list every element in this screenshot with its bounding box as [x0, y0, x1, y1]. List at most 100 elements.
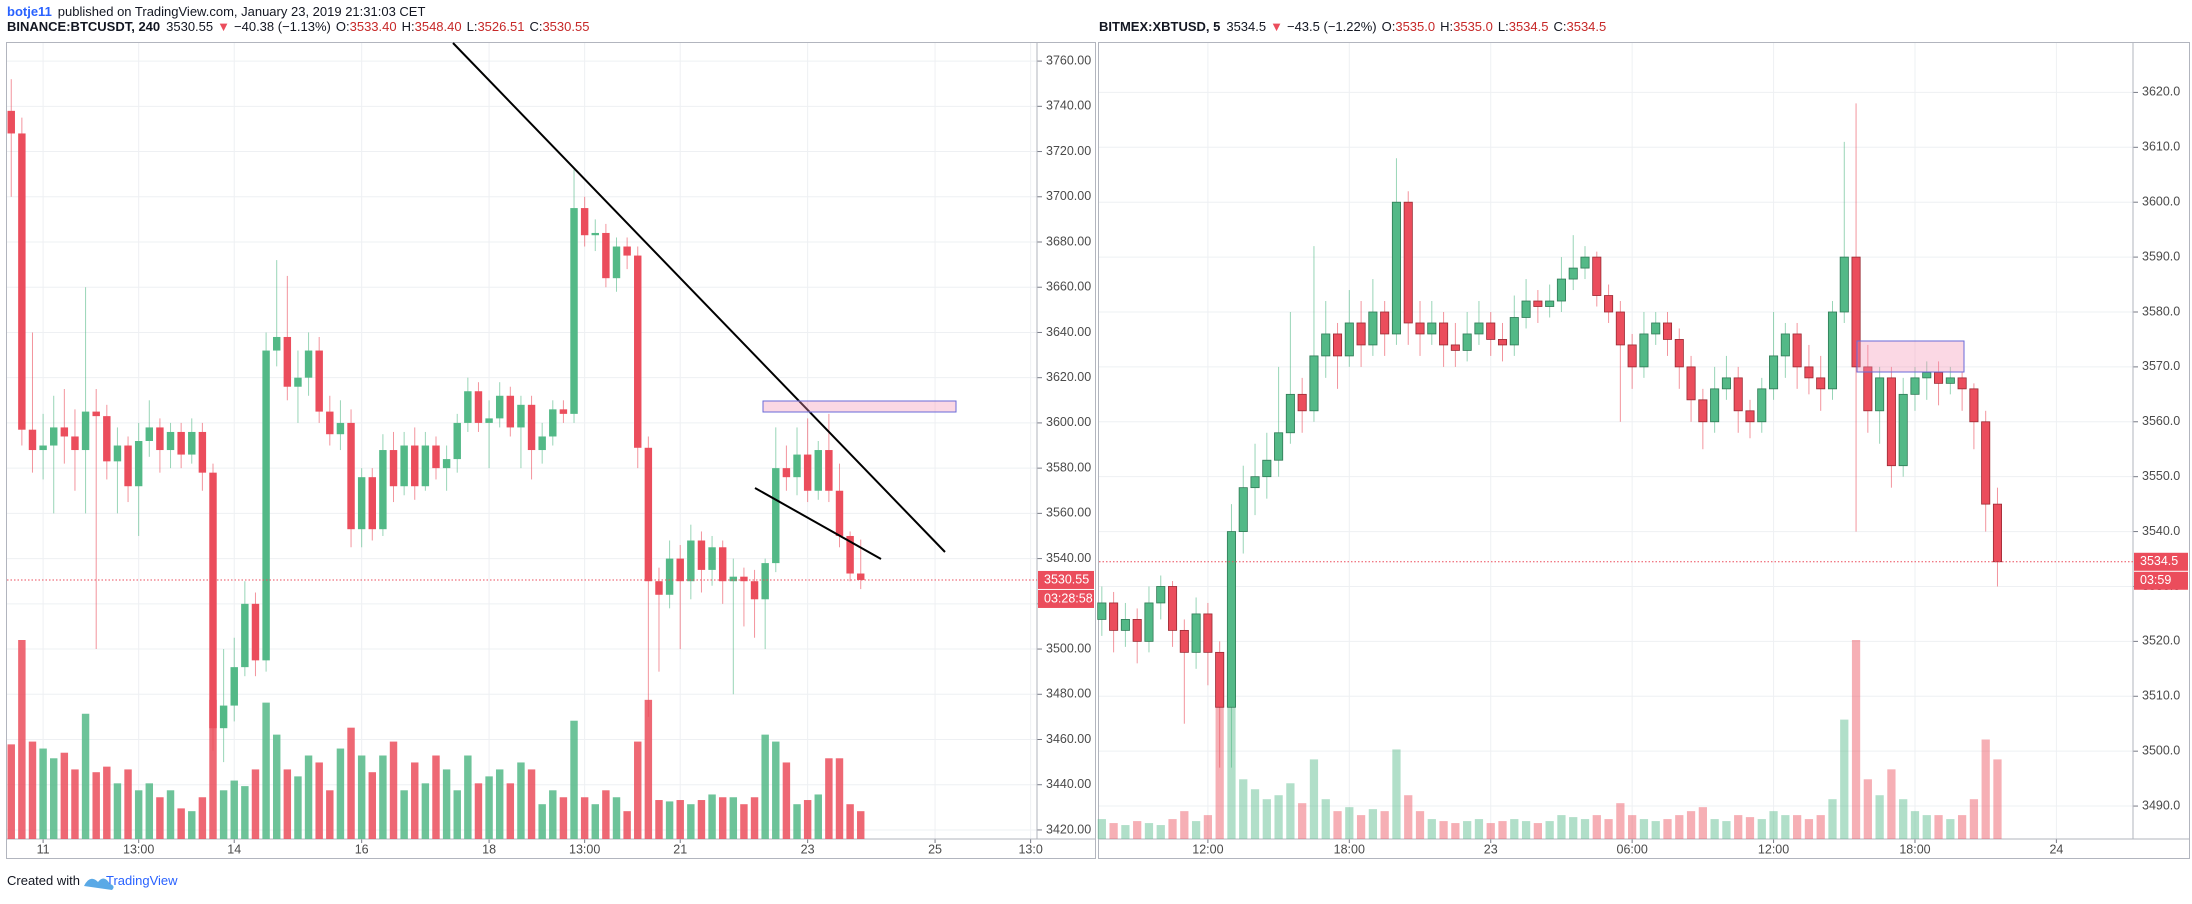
countdown-label: 03:59 — [2140, 573, 2171, 587]
candle-body — [1415, 322, 1425, 335]
volume-bar — [665, 801, 674, 839]
volume-bar — [825, 758, 833, 839]
candle-body — [1250, 476, 1260, 489]
y-tick-label: 3640.00 — [1046, 325, 1091, 339]
volume-bar — [1545, 821, 1554, 839]
volume-bar — [591, 804, 599, 839]
brand[interactable]: TradingView — [106, 873, 178, 888]
candle-body — [464, 391, 472, 423]
candle-body — [103, 416, 111, 462]
volume-bar — [1686, 811, 1696, 839]
volume-bar — [1840, 719, 1849, 839]
volume-bar — [1557, 815, 1566, 839]
volume-bar — [71, 769, 79, 839]
candle-body — [1957, 377, 1967, 390]
candle-body — [1109, 602, 1119, 631]
candle-body — [1721, 377, 1731, 390]
candle-body — [1368, 311, 1378, 346]
candle-body — [729, 576, 738, 582]
candle-body — [1733, 377, 1743, 412]
candle-body — [166, 431, 175, 451]
candle-body — [644, 447, 653, 582]
candle-body — [687, 540, 695, 582]
volume-bar — [1616, 803, 1625, 839]
volume-bar — [835, 758, 844, 839]
zone-rectangle — [762, 400, 957, 413]
volume-bar — [708, 794, 716, 839]
candle-body — [485, 418, 493, 423]
volume-bar — [1133, 821, 1142, 839]
volume-bar — [1863, 779, 1872, 839]
countdown-label: 03:28:58 — [1044, 591, 1093, 605]
candle-body — [1674, 339, 1684, 368]
symbol: BINANCE:BTCUSDT, 240 — [7, 19, 160, 34]
candle-body — [1875, 377, 1885, 412]
candle-body — [1179, 629, 1189, 653]
volume-bar — [166, 790, 175, 839]
volume-bar — [1580, 819, 1590, 839]
author[interactable]: botje11 — [7, 4, 52, 19]
volume-bar — [1356, 815, 1366, 839]
volume-bar — [1415, 811, 1425, 839]
candle-body — [527, 404, 536, 451]
volume-bar — [1722, 821, 1731, 839]
volume-bar — [1804, 819, 1814, 839]
candle-body — [1156, 586, 1166, 604]
x-tick-label: 13:0 — [1018, 842, 1042, 856]
volume-bar — [793, 804, 801, 839]
trend-line — [452, 42, 946, 553]
volume-bar — [145, 783, 154, 839]
volume-bar — [124, 769, 132, 839]
last-price: 3534.5 — [1226, 19, 1266, 34]
volume-bar — [1510, 819, 1519, 839]
candle-body — [580, 208, 589, 236]
right-panel-frame — [1098, 42, 2190, 859]
volume-bar — [1533, 823, 1542, 839]
volume-bar — [1392, 749, 1401, 839]
y-tick-label: 3510.0 — [2142, 689, 2180, 703]
volume-bar — [687, 804, 695, 839]
y-tick-label: 3720.00 — [1046, 144, 1091, 158]
candle-body — [1486, 322, 1496, 340]
candle-body — [113, 445, 122, 462]
volume-bar — [1262, 799, 1271, 839]
volume-bar — [506, 783, 515, 839]
candle-body — [1356, 322, 1366, 346]
candle-body — [145, 427, 154, 441]
volume-bar — [517, 762, 525, 839]
volume-bar — [1910, 811, 1920, 839]
last-price-box — [1038, 570, 1094, 589]
candle-body — [570, 208, 578, 414]
volume-bar — [1745, 817, 1755, 839]
candle-body — [761, 563, 769, 600]
ohlc-value: 3534.5 — [1566, 19, 1606, 34]
candle-body — [517, 404, 525, 428]
x-tick-label: 16 — [355, 842, 369, 856]
x-tick-label: 23 — [1484, 842, 1498, 856]
x-tick-label: 14 — [227, 842, 241, 856]
candle-body — [1710, 388, 1720, 423]
ohlc-label: H: — [402, 19, 415, 34]
y-tick-label: 3590.0 — [2142, 249, 2180, 263]
candle-body — [219, 705, 228, 729]
candle-body — [1792, 333, 1802, 368]
volume-bar — [379, 755, 387, 839]
volume-bar — [1710, 819, 1719, 839]
candle-body — [602, 232, 610, 279]
countdown-box — [2134, 571, 2188, 590]
volume-bar — [241, 786, 249, 839]
symbol-header: BINANCE:BTCUSDT, 240 3530.55 ▼ −40.38 (−1.1… — [7, 19, 589, 34]
candle-body — [1934, 371, 1944, 384]
volume-bar — [1651, 821, 1660, 839]
candle-body — [357, 477, 366, 530]
candle-body — [1391, 201, 1401, 335]
volume-bar — [272, 734, 281, 839]
candle-body — [1981, 421, 1991, 505]
candle-body — [1886, 377, 1896, 467]
candle-body — [188, 431, 196, 455]
volume-bar — [230, 780, 238, 839]
x-tick-label: 12:00 — [1192, 842, 1223, 856]
volume-bar — [389, 741, 398, 839]
volume-bar — [1203, 815, 1213, 839]
candle-body — [676, 558, 684, 582]
